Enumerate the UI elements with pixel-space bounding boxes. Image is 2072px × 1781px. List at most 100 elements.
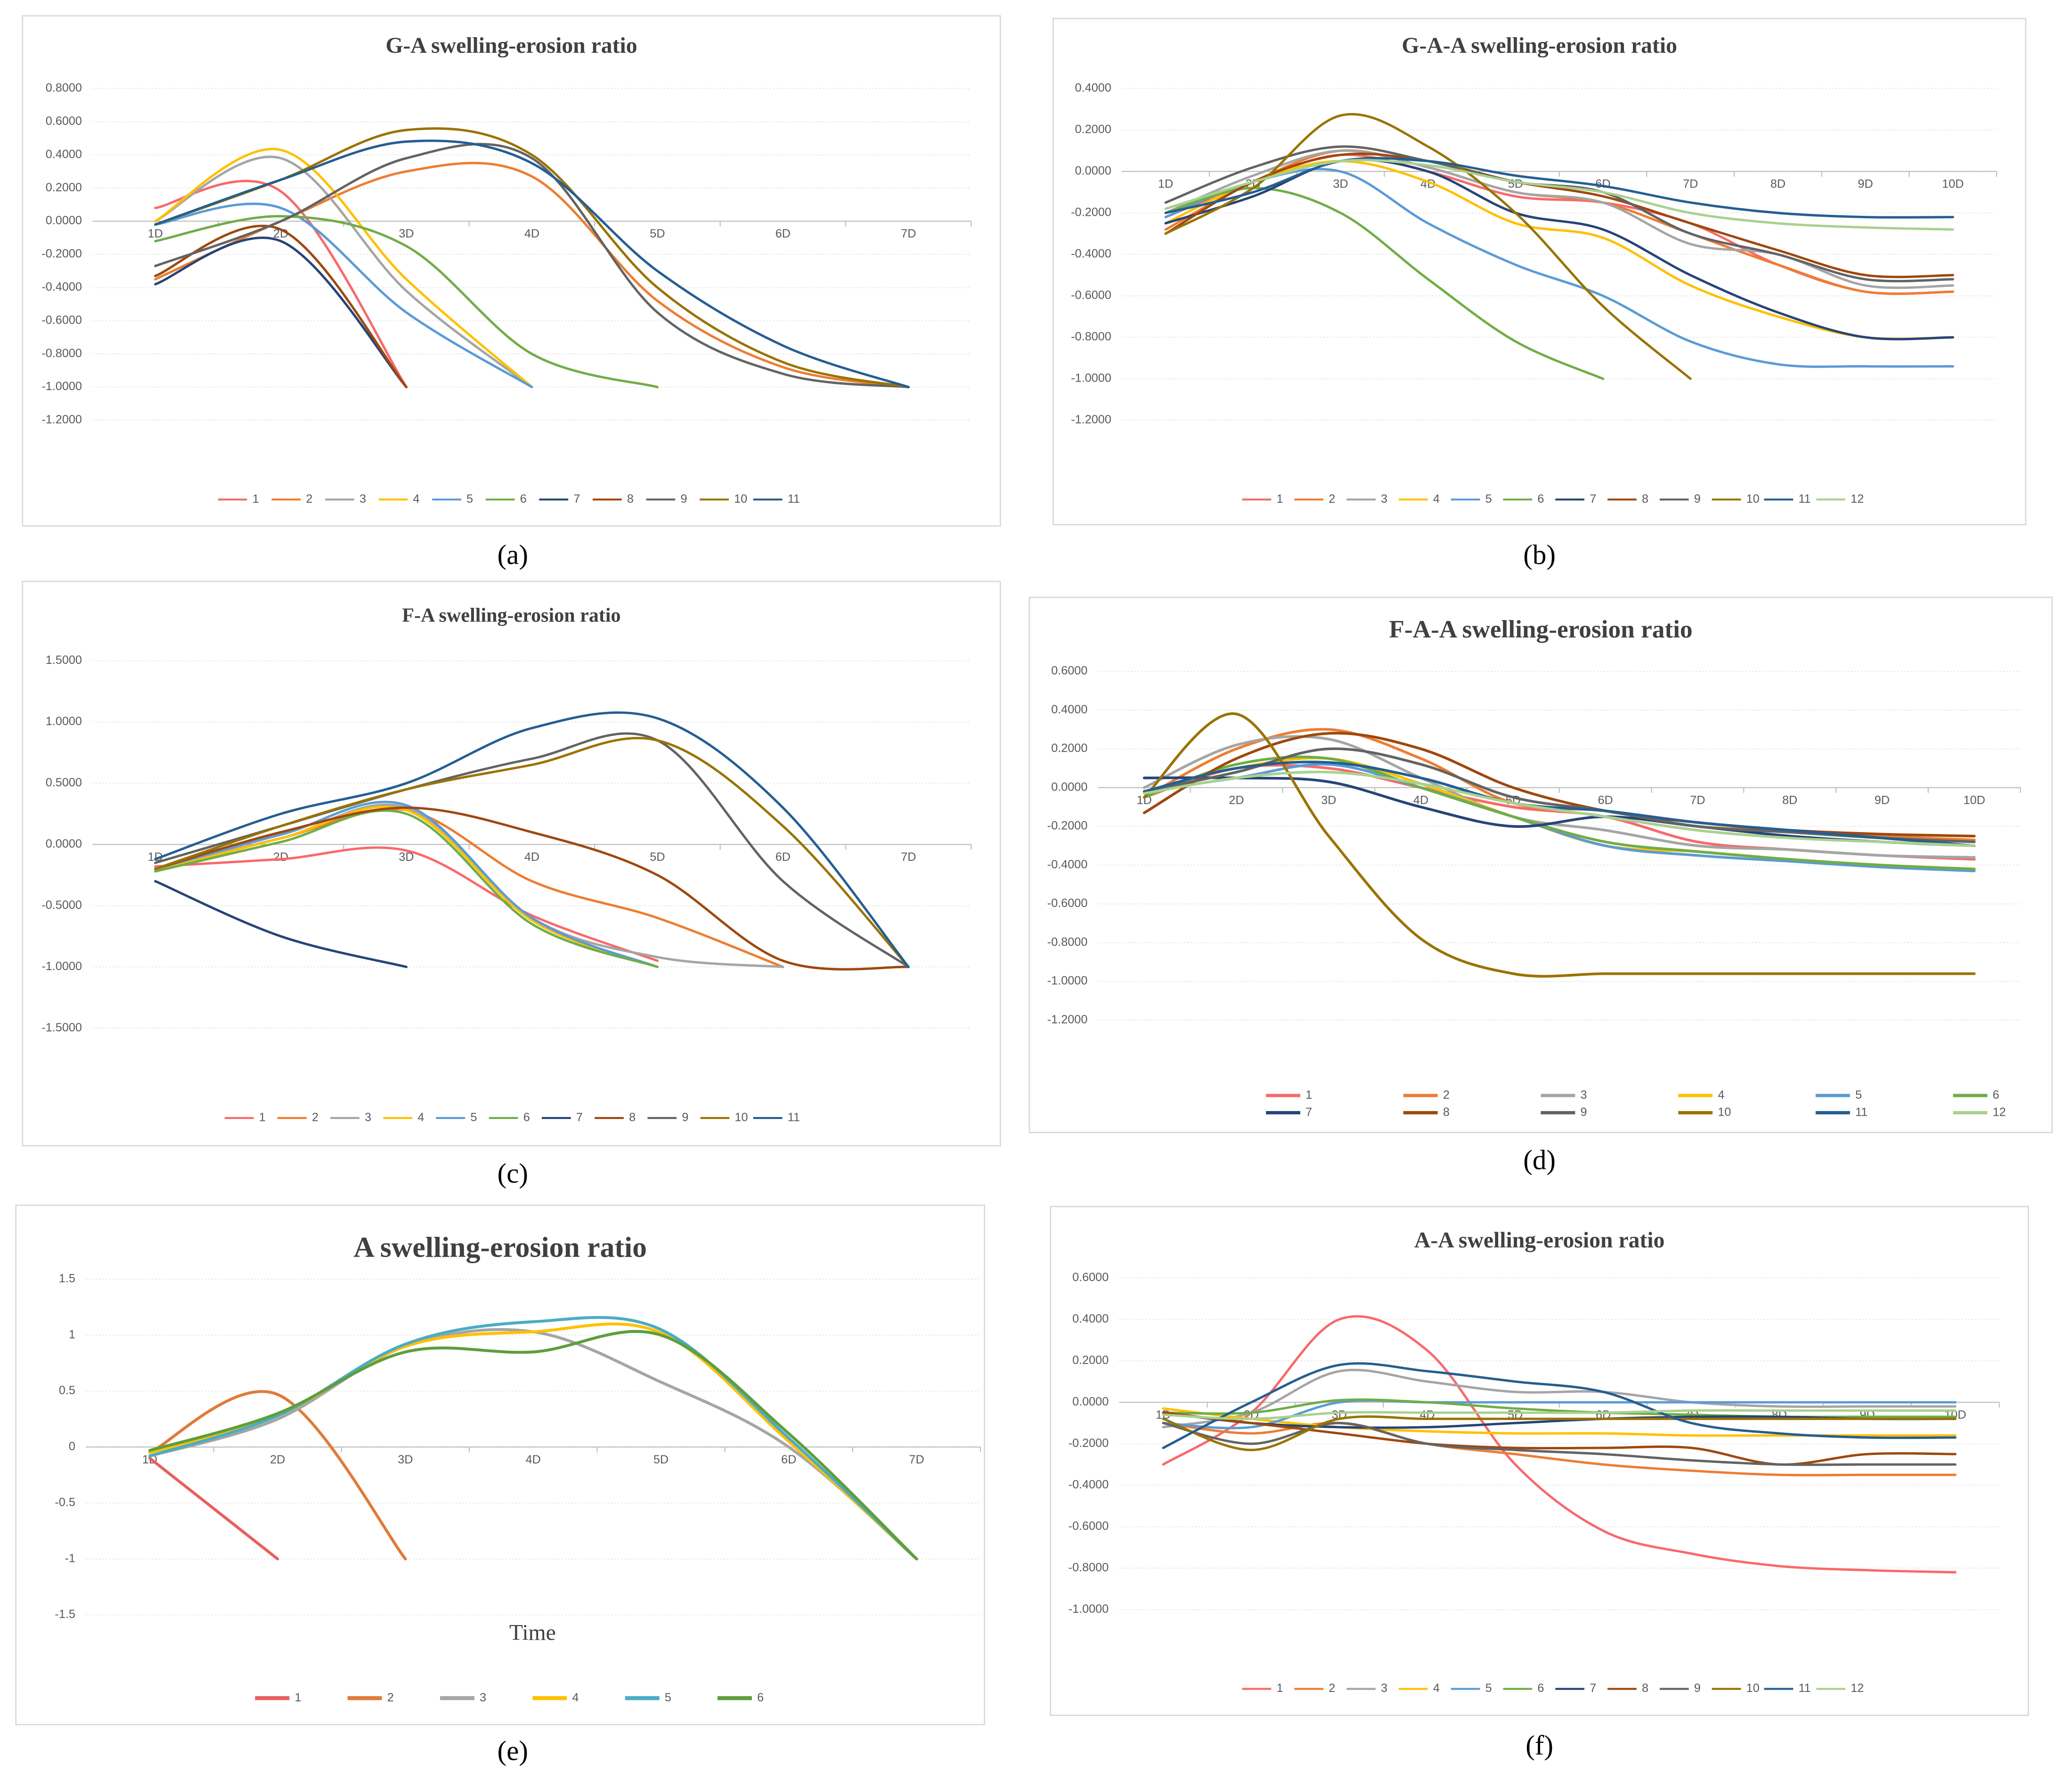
legend-label: 7 [1305,1105,1312,1119]
panel-label: (b) [1523,539,1556,570]
y-tick-label: -0.4000 [41,280,82,294]
series-line [154,237,408,389]
legend-label: 12 [1851,492,1864,506]
y-tick-label: 0.0000 [1051,780,1087,793]
chart-title: G-A-A swelling-erosion ratio [1402,33,1677,58]
y-tick-label: 1 [69,1328,75,1341]
x-tick-label: 6D [781,1453,796,1466]
series-line [154,880,408,968]
series-line [154,215,659,389]
y-tick-label: -1.0000 [41,960,82,973]
y-tick-label: -0.5 [55,1496,75,1509]
series-line [1164,149,1954,289]
y-tick-label: -1.0000 [1047,974,1088,988]
series-line [1162,1315,1957,1574]
legend-label: 11 [1855,1105,1868,1119]
legend-label: 4 [572,1691,579,1704]
legend-label: 6 [1537,492,1544,506]
legend-label: 3 [1581,1088,1587,1102]
x-tick-label: 4D [524,850,539,864]
series-line [1142,760,1976,847]
legend-label: 9 [682,1111,688,1124]
legend-label: 4 [1433,1682,1440,1695]
panel-frame [1052,17,2027,525]
legend-label: 11 [1798,1682,1811,1695]
x-tick-label: 1D [1158,178,1173,191]
y-tick-label: -0.6000 [1069,1520,1109,1533]
legend-label: 2 [1329,1682,1335,1695]
legend-label: 5 [1485,492,1492,506]
x-tick-label: 9D [1875,793,1890,807]
y-tick-label: -0.8000 [1047,935,1088,948]
legend-label: 5 [665,1691,671,1704]
series-line [1164,160,1954,340]
y-tick-label: 0.2000 [1075,123,1111,136]
y-tick-label: 0.4000 [46,147,82,161]
y-tick-label: -1 [65,1552,75,1565]
legend-label: 11 [788,492,800,506]
legend-label: 9 [1581,1105,1587,1119]
y-tick-label: 0.5 [59,1384,75,1397]
series-line [154,801,659,968]
y-tick-label: -0.6000 [41,313,82,327]
series-line [154,736,910,968]
legend-label: 2 [306,492,312,506]
series-line [154,809,659,968]
panel-label: (f) [1525,1730,1553,1761]
y-tick-label: 0.4000 [1051,703,1087,716]
legend-label: 4 [417,1111,424,1124]
x-tick-label: 3D [1321,793,1336,807]
legend-label: 4 [1433,492,1440,506]
series-line [1142,763,1976,873]
legend-label: 2 [312,1111,318,1124]
x-tick-label: 8D [1770,178,1786,191]
legend-label: 5 [1485,1682,1492,1695]
series-line [154,143,910,389]
y-tick-label: 1.0000 [46,715,82,728]
chart-title: A-A swelling-erosion ratio [1414,1228,1664,1252]
series-line [1142,712,1976,978]
y-tick-label: 0.4000 [1075,82,1111,95]
series-line [1162,1411,1957,1466]
y-tick-label: -0.2000 [1047,819,1088,833]
series-line [148,1316,918,1560]
series-line [1162,1409,1957,1420]
y-tick-label: -1.0000 [1071,372,1111,385]
legend-label: 11 [1798,492,1811,506]
series-line [1164,159,1954,231]
series-line [148,1390,407,1560]
legend-label: 8 [1642,492,1648,506]
panel-label: (c) [498,1158,528,1189]
legend-label: 7 [1590,1682,1596,1695]
x-axis-label: Time [509,1620,556,1645]
chart-title: F-A-A swelling-erosion ratio [1389,615,1692,643]
series-line [1142,735,1976,859]
y-tick-label: 0.0000 [46,837,82,850]
legend-label: 1 [1276,492,1283,506]
legend-label: 2 [1443,1088,1450,1102]
y-tick-label: -1.5000 [41,1021,82,1034]
legend-label: 10 [1718,1105,1731,1119]
legend-label: 12 [1851,1682,1864,1695]
x-tick-label: 7D [1683,178,1698,191]
series-line [148,1328,918,1560]
panel-label: (a) [498,539,528,570]
series-line [154,203,533,389]
legend-label: 9 [1694,492,1701,506]
series-line [1164,113,1692,380]
x-tick-label: 10D [1942,178,1964,191]
legend-label: 3 [1381,492,1387,506]
x-tick-label: 10D [1964,793,1985,807]
x-tick-label: 6D [775,850,791,864]
x-tick-label: 3D [1333,178,1348,191]
y-tick-label: -0.4000 [1047,858,1088,871]
legend-label: 8 [629,1111,636,1124]
chart-title: G-A swelling-erosion ratio [385,33,637,58]
legend-label: 3 [365,1111,371,1124]
y-tick-label: -1.0000 [1069,1602,1109,1616]
series-line [154,155,533,389]
y-tick-label: 0.0000 [1075,164,1111,178]
legend-label: 8 [627,492,634,506]
legend-label: 8 [1642,1682,1648,1695]
x-tick-label: 2D [1229,793,1244,807]
